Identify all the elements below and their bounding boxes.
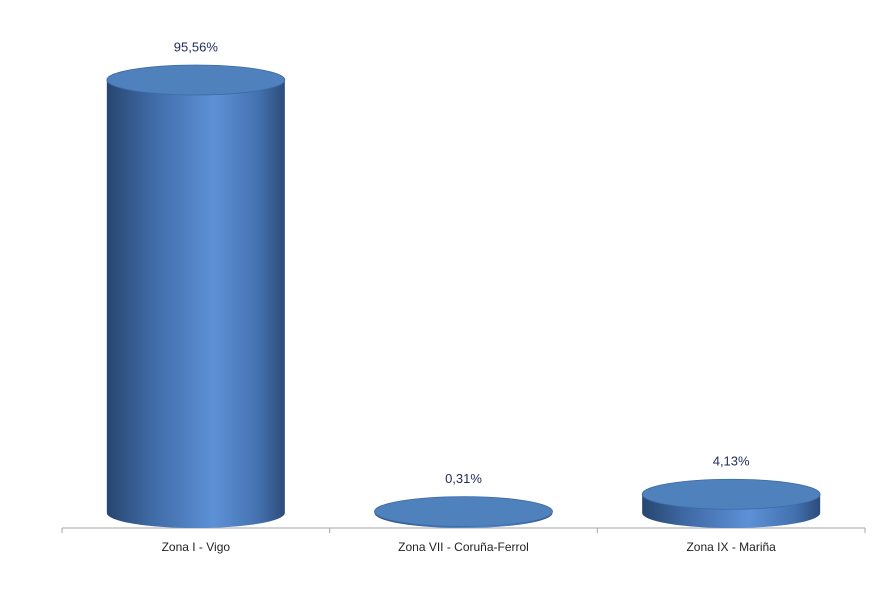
cylinder-top [641,478,821,510]
cylinder [106,64,286,528]
cylinder-top [106,64,286,96]
x-tick-label: Zona I - Vigo [162,540,231,554]
x-tick-label: Zona IX - Mariña [686,540,776,554]
value-label: 0,31% [445,471,482,486]
cylinder [374,496,553,528]
value-label: 4,13% [713,454,750,469]
cylinder-body [106,80,285,528]
cylinder-top [374,496,553,527]
value-label: 95,56% [174,39,219,54]
x-tick-label: Zona VII - Coruña-Ferrol [398,540,529,554]
cylinder [641,478,821,528]
